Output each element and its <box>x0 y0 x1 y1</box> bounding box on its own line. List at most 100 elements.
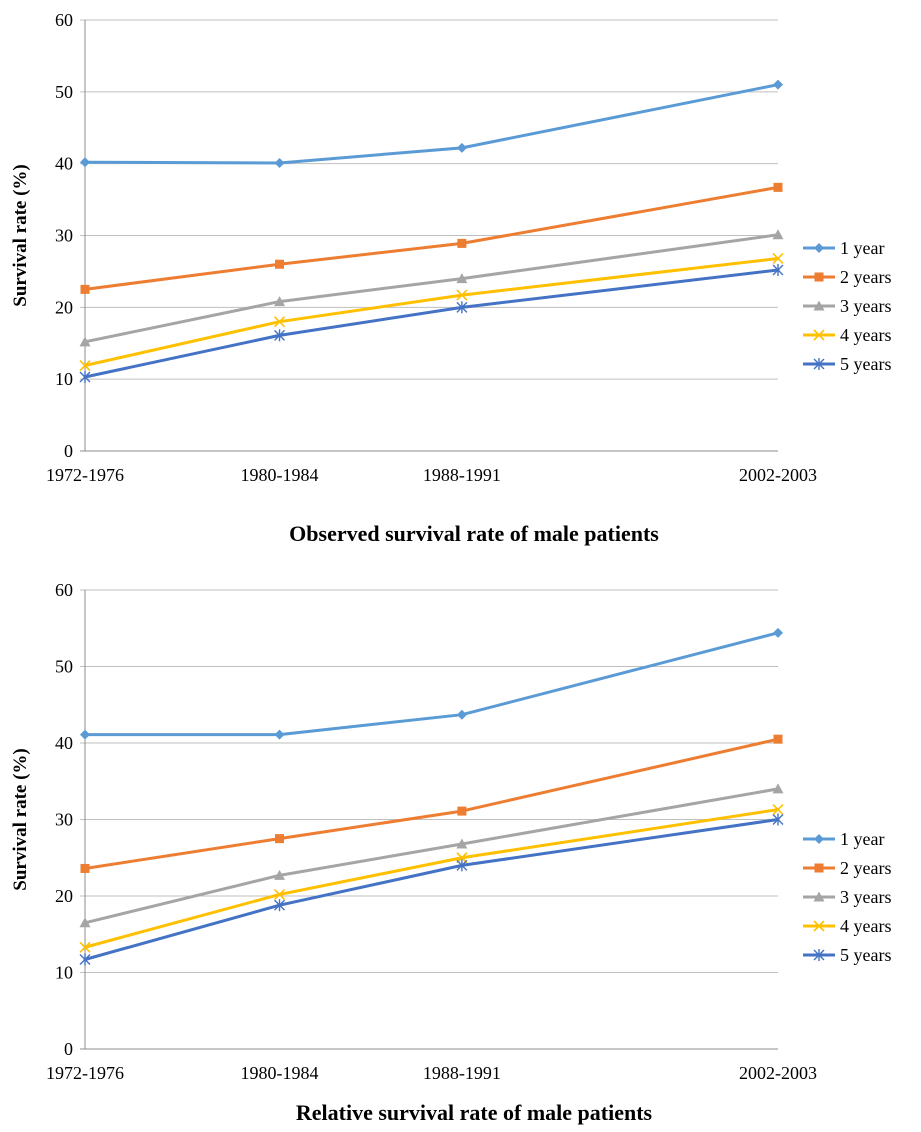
relative-line-4-years <box>83 808 780 949</box>
observed-ytick-label: 20 <box>55 297 73 317</box>
relative-chart-title: Relative survival rate of male patients <box>296 1100 653 1125</box>
observed-point-5-years <box>772 263 784 276</box>
observed-point-4-years <box>79 359 91 372</box>
observed-line-2-years <box>83 185 780 291</box>
relative-line-2-years <box>83 737 780 870</box>
observed-legend-label: 3 years <box>840 296 891 316</box>
relative-ytick-label: 60 <box>55 580 73 600</box>
observed-point-1-year <box>456 142 467 153</box>
observed-point-4-years <box>273 316 286 328</box>
relative-point-2-years <box>80 863 90 873</box>
observed-ytick-label: 30 <box>55 226 73 246</box>
observed-legend-label: 4 years <box>840 325 891 345</box>
observed-xtick-label: 1972-1976 <box>46 465 124 485</box>
relative-point-3-years <box>456 838 468 849</box>
observed-legend-marker <box>813 358 825 370</box>
relative-point-5-years <box>456 859 468 872</box>
relative-point-5-years <box>274 899 286 912</box>
observed-point-5-years <box>456 301 468 314</box>
relative-point-1-year <box>773 627 783 638</box>
observed-legend-item-3-years: 3 years <box>803 296 891 316</box>
observed-point-1-year <box>274 157 285 168</box>
observed-line-1-year <box>83 83 780 165</box>
relative-point-2-years <box>275 834 285 844</box>
observed-survival-chart: 0 10 20 30 40 50 60 1972-1976 1980-1984 1988-1991… <box>0 0 921 560</box>
observed-point-1-year <box>773 79 783 90</box>
observed-survival-chart-svg: 0 10 20 30 40 50 60 1972-1976 1980-1984 1988-1991… <box>10 10 891 546</box>
observed-ytick-label: 60 <box>55 10 73 30</box>
relative-ytick-label: 40 <box>55 733 73 753</box>
observed-point-3-years <box>772 229 784 240</box>
relative-point-1-year <box>274 729 285 740</box>
relative-point-1-year <box>80 729 90 740</box>
observed-point-3-years <box>274 296 286 307</box>
relative-xtick-label: 1980-1984 <box>241 1063 319 1083</box>
observed-line-4-years <box>83 256 780 368</box>
observed-legend: 1 year 2 years 3 years 4 years 5 years <box>803 238 891 374</box>
relative-legend-item-3-years: 3 years <box>803 887 891 907</box>
relative-xtick-label: 2002-2003 <box>739 1063 817 1083</box>
observed-legend-marker <box>813 329 825 341</box>
observed-legend-label: 2 years <box>840 267 891 287</box>
observed-legend-label: 5 years <box>840 354 891 374</box>
relative-legend-item-4-years: 4 years <box>803 916 891 936</box>
relative-point-5-years <box>79 953 91 966</box>
relative-legend-marker <box>813 891 825 902</box>
relative-series-5-years <box>79 813 784 966</box>
observed-legend-marker <box>814 243 824 253</box>
relative-series-2-years <box>80 734 783 873</box>
observed-ytick-label: 50 <box>55 82 73 102</box>
relative-point-2-years <box>773 734 783 744</box>
observed-point-2-years <box>80 284 90 294</box>
relative-point-3-years <box>79 917 91 928</box>
relative-legend-label: 5 years <box>840 945 891 965</box>
relative-legend-label: 3 years <box>840 887 891 907</box>
observed-ytick-label: 0 <box>64 441 73 461</box>
relative-point-2-years <box>457 806 467 816</box>
relative-xtick-label: 1972-1976 <box>46 1063 124 1083</box>
relative-legend-item-5-years: 5 years <box>803 945 891 965</box>
observed-point-2-years <box>773 182 783 192</box>
relative-ytick-label: 0 <box>64 1039 73 1059</box>
relative-legend-marker <box>814 863 824 873</box>
relative-xtick-label: 1988-1991 <box>423 1063 501 1083</box>
observed-gridlines <box>80 19 778 452</box>
observed-point-5-years <box>274 329 286 342</box>
observed-series-1-year <box>80 79 783 168</box>
relative-legend-marker <box>813 920 825 932</box>
observed-series-4-years <box>79 252 784 372</box>
relative-legend-label: 2 years <box>840 858 891 878</box>
relative-legend-label: 4 years <box>840 916 891 936</box>
observed-point-4-years <box>772 252 784 265</box>
observed-chart-title: Observed survival rate of male patients <box>289 521 659 546</box>
observed-xtick-label: 2002-2003 <box>739 465 817 485</box>
observed-line-5-years <box>83 268 780 379</box>
relative-ytick-label: 30 <box>55 810 73 830</box>
observed-point-1-year <box>80 157 90 168</box>
observed-legend-item-5-years: 5 years <box>803 354 891 374</box>
observed-legend-marker <box>813 300 825 311</box>
relative-line-5-years <box>83 818 780 961</box>
observed-xtick-label: 1988-1991 <box>423 465 501 485</box>
relative-ytick-label: 50 <box>55 657 73 677</box>
relative-series-1-year <box>80 627 783 740</box>
observed-xtick-label: 1980-1984 <box>241 465 319 485</box>
relative-ytick-label: 10 <box>55 963 73 983</box>
observed-line-3-years <box>83 233 780 344</box>
relative-legend-item-2-years: 2 years <box>803 858 891 878</box>
relative-legend-item-1-year: 1 year <box>803 829 884 849</box>
relative-series-3-years <box>79 783 784 928</box>
relative-legend-marker <box>813 949 825 961</box>
relative-point-4-years <box>79 941 91 953</box>
relative-point-4-years <box>772 803 784 816</box>
observed-point-3-years <box>79 336 91 347</box>
observed-series-2-years <box>80 182 783 294</box>
relative-legend: 1 year 2 years 3 years 4 years 5 years <box>803 829 891 965</box>
observed-legend-marker <box>814 272 824 282</box>
observed-legend-item-1-year: 1 year <box>803 238 884 258</box>
relative-legend-marker <box>814 834 824 844</box>
relative-ytick-label: 20 <box>55 886 73 906</box>
relative-legend-label: 1 year <box>840 829 884 849</box>
observed-legend-label: 1 year <box>840 238 884 258</box>
observed-y-axis-title: Survival rate (%) <box>10 164 31 306</box>
